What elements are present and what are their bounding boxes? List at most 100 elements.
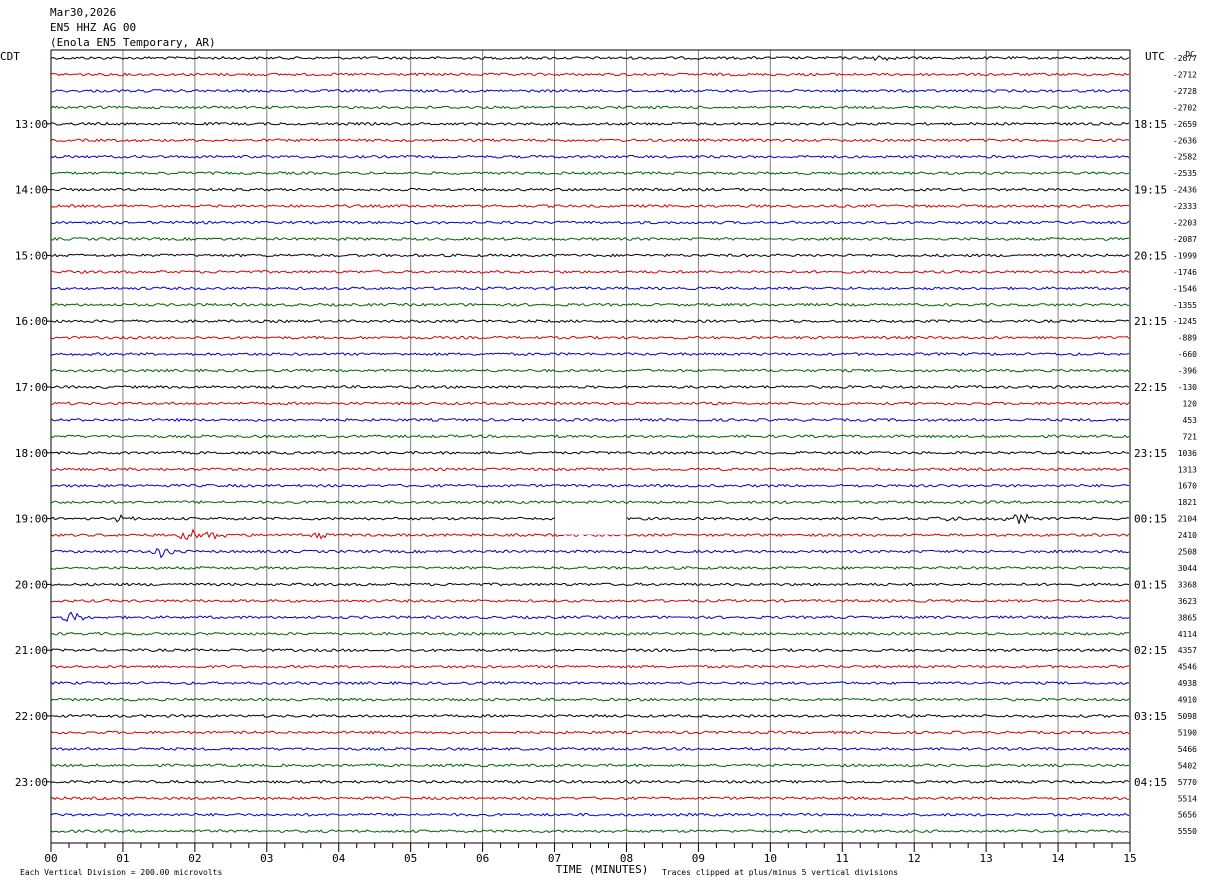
right-hour-label: 23:15 bbox=[1134, 447, 1167, 460]
right-hour-label: 20:15 bbox=[1134, 249, 1167, 262]
trace-row bbox=[50, 352, 1130, 357]
dc-offset-label: 3865 bbox=[1178, 613, 1197, 622]
dc-offset-label: 3368 bbox=[1178, 580, 1197, 589]
x-tick-label: 15 bbox=[1123, 852, 1136, 865]
x-tick-label: 10 bbox=[764, 852, 777, 865]
dc-offset-label: 5656 bbox=[1178, 811, 1197, 820]
x-axis-label: TIME (MINUTES) bbox=[556, 863, 649, 876]
dc-offset-label: -1355 bbox=[1173, 301, 1197, 310]
x-tick-label: 06 bbox=[476, 852, 489, 865]
dc-offset-label: -1999 bbox=[1173, 251, 1197, 260]
trace-row bbox=[50, 121, 1130, 126]
trace-row bbox=[50, 763, 1130, 768]
x-tick-label: 13 bbox=[980, 852, 993, 865]
dc-offset-label: -2702 bbox=[1173, 103, 1197, 112]
trace-row bbox=[50, 829, 1130, 834]
dc-offset-label: -2087 bbox=[1173, 235, 1197, 244]
x-tick-label: 03 bbox=[260, 852, 273, 865]
station-code: EN5 HHZ AG 00 bbox=[50, 21, 137, 34]
dc-offset-label: 4910 bbox=[1178, 696, 1197, 705]
trace-row bbox=[50, 138, 1130, 143]
trace-row bbox=[50, 319, 1130, 324]
right-hour-label: 18:15 bbox=[1134, 118, 1167, 131]
x-tick-label: 07 bbox=[548, 852, 561, 865]
dc-offset-label: 5466 bbox=[1178, 745, 1197, 754]
left-hour-label: 22:00 bbox=[15, 710, 48, 723]
trace-row bbox=[50, 236, 1130, 241]
right-hour-label: 04:15 bbox=[1134, 776, 1167, 789]
x-tick-label: 02 bbox=[188, 852, 201, 865]
dc-offset-label: 5190 bbox=[1178, 728, 1197, 737]
dc-offset-label: 5514 bbox=[1178, 794, 1197, 803]
trace-row bbox=[51, 72, 1130, 77]
left-hour-label: 17:00 bbox=[15, 381, 48, 394]
dc-offset-label: -660 bbox=[1178, 350, 1197, 359]
trace-row bbox=[50, 483, 1130, 488]
right-hour-label: 02:15 bbox=[1134, 644, 1167, 657]
dc-offset-label: 5402 bbox=[1178, 761, 1197, 770]
trace-row bbox=[50, 55, 1130, 62]
x-tick-label: 04 bbox=[332, 852, 346, 865]
trace-row bbox=[50, 286, 1130, 291]
x-tick-label: 00 bbox=[44, 852, 57, 865]
dc-offset-label: -2659 bbox=[1173, 120, 1197, 129]
right-hour-label: 19:15 bbox=[1134, 184, 1167, 197]
trace-row bbox=[50, 88, 1130, 93]
scale-note: Each Vertical Division = 200.00 microvol… bbox=[20, 868, 222, 877]
trace-row bbox=[51, 714, 1130, 719]
x-tick-label: 01 bbox=[116, 852, 129, 865]
trace-row bbox=[50, 269, 1130, 274]
dc-offset-label: 3044 bbox=[1178, 564, 1197, 573]
dc-offset-label: 1670 bbox=[1178, 482, 1197, 491]
left-hour-label: 13:00 bbox=[15, 118, 48, 131]
trace-row bbox=[50, 467, 1130, 472]
dc-offset-label: 5550 bbox=[1178, 827, 1197, 836]
data-gap bbox=[555, 512, 626, 535]
left-hour-label: 21:00 bbox=[15, 644, 48, 657]
trace-row bbox=[50, 812, 1130, 817]
dc-offset-label: -2677 bbox=[1173, 54, 1197, 63]
trace-row bbox=[50, 664, 1130, 669]
x-tick-label: 05 bbox=[404, 852, 417, 865]
trace-row bbox=[50, 566, 1130, 570]
trace-row bbox=[50, 796, 1130, 801]
right-hour-label: 22:15 bbox=[1134, 381, 1167, 394]
left-hour-label: 18:00 bbox=[15, 447, 48, 460]
label-group: 00 01 02 03 04 05 06 07 08 09 10 11 12 13 14 15 -2677 -27… bbox=[15, 54, 1197, 865]
trace-row bbox=[50, 648, 1130, 653]
trace-row bbox=[50, 500, 1130, 505]
trace-row bbox=[50, 434, 1130, 439]
x-tick-label: 08 bbox=[620, 852, 633, 865]
dc-offset-label: 2410 bbox=[1178, 531, 1197, 540]
dc-offset-label: 4546 bbox=[1178, 663, 1197, 672]
trace-row bbox=[50, 368, 1130, 373]
dc-label: DC bbox=[1185, 50, 1195, 59]
x-tick-label: 14 bbox=[1051, 852, 1065, 865]
dc-offset-label: -2333 bbox=[1173, 202, 1197, 211]
dc-offset-label: -2582 bbox=[1173, 153, 1197, 162]
x-tick-label: 09 bbox=[692, 852, 705, 865]
dc-offset-label: 4357 bbox=[1178, 646, 1197, 655]
dc-offset-label: 3623 bbox=[1178, 597, 1197, 606]
plot-date: Mar30,2026 bbox=[50, 6, 117, 19]
left-hour-label: 15:00 bbox=[15, 249, 48, 262]
trace-row bbox=[50, 681, 1130, 686]
dc-offset-label: -1245 bbox=[1173, 317, 1197, 326]
left-hour-label: 20:00 bbox=[15, 578, 48, 591]
dc-offset-label: 2508 bbox=[1178, 548, 1197, 557]
trace-row bbox=[50, 335, 1130, 340]
trace-row bbox=[50, 513, 1130, 524]
dc-offset-label: 1036 bbox=[1178, 449, 1197, 458]
dc-offset-label: 1821 bbox=[1178, 498, 1197, 507]
right-hour-label: 03:15 bbox=[1134, 710, 1167, 723]
trace-row bbox=[50, 746, 1130, 751]
right-hour-label: 00:15 bbox=[1134, 513, 1167, 526]
trace-row bbox=[50, 582, 1130, 587]
dc-offset-label: 5770 bbox=[1178, 778, 1197, 787]
trace-row bbox=[50, 598, 1130, 603]
left-hour-label: 16:00 bbox=[15, 315, 48, 328]
right-hour-label: 21:15 bbox=[1134, 315, 1167, 328]
trace-row bbox=[50, 171, 1130, 176]
trace-row bbox=[50, 302, 1130, 307]
